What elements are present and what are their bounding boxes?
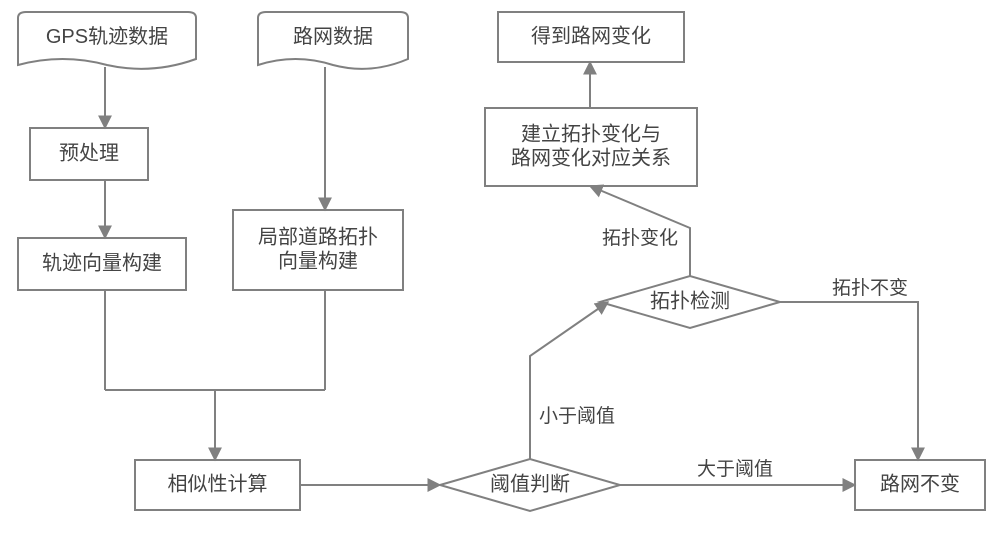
- data-node-label: GPS轨迹数据: [46, 25, 168, 48]
- decision-node-label: 阈值判断: [490, 472, 570, 495]
- edge-label: 大于阈值: [697, 458, 773, 480]
- data-node-label: 路网数据: [293, 25, 373, 48]
- process-node-label: 轨迹向量构建: [42, 251, 162, 274]
- process-node-label: 相似性计算: [168, 472, 268, 495]
- process-node-label: 局部道路拓扑: [258, 225, 378, 248]
- process-node-label: 建立拓扑变化与: [521, 122, 661, 145]
- flow-arrow: [530, 302, 608, 459]
- flow-arrow: [780, 302, 918, 460]
- decision-node-label: 拓扑检测: [650, 289, 730, 312]
- process-node-label: 向量构建: [278, 249, 358, 272]
- process-node-label: 预处理: [59, 141, 119, 164]
- process-node-label: 路网不变: [880, 472, 960, 495]
- edge-label: 拓扑变化: [602, 227, 678, 249]
- process-node-label: 路网变化对应关系: [511, 146, 671, 169]
- edge-label: 小于阈值: [539, 405, 615, 427]
- edge-label: 拓扑不变: [832, 277, 908, 299]
- process-node-label: 得到路网变化: [531, 24, 651, 47]
